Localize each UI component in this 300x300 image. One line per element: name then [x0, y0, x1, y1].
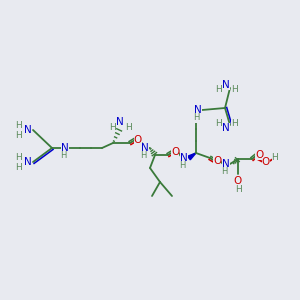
Text: H: H — [193, 113, 199, 122]
Text: H: H — [231, 85, 237, 94]
Text: H: H — [235, 185, 242, 194]
Text: H: H — [15, 164, 21, 172]
Text: N: N — [180, 153, 188, 163]
Text: N: N — [24, 125, 32, 135]
Text: N: N — [222, 123, 230, 133]
Text: N: N — [194, 105, 202, 115]
Text: H: H — [15, 131, 21, 140]
Text: H: H — [109, 124, 116, 133]
Text: H: H — [15, 154, 21, 163]
Text: H: H — [272, 154, 278, 163]
Text: N: N — [116, 117, 124, 127]
Text: H: H — [60, 152, 66, 160]
Text: N: N — [61, 143, 69, 153]
Text: O: O — [134, 135, 142, 145]
Text: H: H — [15, 122, 21, 130]
Text: N: N — [24, 157, 32, 167]
Text: N: N — [222, 159, 230, 169]
Text: H: H — [214, 119, 221, 128]
Text: O: O — [213, 156, 221, 166]
Text: N: N — [222, 80, 230, 90]
Text: H: H — [221, 167, 227, 176]
Text: H: H — [231, 119, 237, 128]
Text: H: H — [124, 122, 131, 131]
Text: O: O — [171, 147, 179, 157]
Polygon shape — [188, 153, 196, 160]
Text: O: O — [234, 176, 242, 186]
Text: H: H — [179, 161, 185, 170]
Text: O: O — [255, 150, 263, 160]
Text: O: O — [262, 157, 270, 167]
Text: N: N — [141, 143, 149, 153]
Text: H: H — [140, 152, 146, 160]
Text: H: H — [214, 85, 221, 94]
